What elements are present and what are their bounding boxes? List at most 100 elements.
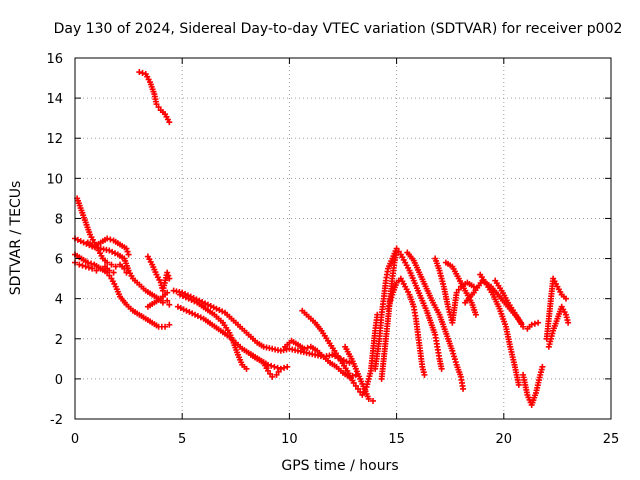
data-point xyxy=(450,350,457,357)
data-series xyxy=(543,275,569,342)
data-point xyxy=(281,364,288,371)
data-point xyxy=(562,295,569,302)
data-series xyxy=(520,363,546,408)
data-point xyxy=(97,265,104,272)
data-point xyxy=(164,289,171,296)
data-point xyxy=(267,370,274,377)
data-point xyxy=(108,261,115,268)
data-point xyxy=(355,385,362,392)
data-point xyxy=(164,297,171,304)
data-point xyxy=(79,262,86,269)
data-point xyxy=(269,373,276,380)
data-point xyxy=(76,261,83,268)
plot-frame xyxy=(74,57,612,420)
y-tick-label: 12 xyxy=(46,132,63,147)
data-point xyxy=(166,275,173,282)
grid-lines xyxy=(75,58,611,419)
data-point xyxy=(460,385,467,392)
data-point xyxy=(243,365,250,372)
data-point xyxy=(125,251,132,258)
y-tick-label: 14 xyxy=(46,92,63,107)
data-series xyxy=(72,251,173,330)
data-point xyxy=(124,248,131,255)
y-tick-label: 16 xyxy=(46,52,63,67)
x-tick-label: 5 xyxy=(178,432,186,447)
data-series xyxy=(136,69,173,126)
data-series xyxy=(372,245,445,372)
data-point xyxy=(346,359,353,366)
data-point xyxy=(449,347,456,354)
data-point xyxy=(162,323,169,330)
data-point xyxy=(89,265,96,272)
data-series xyxy=(144,253,173,294)
data-point xyxy=(520,323,527,330)
data-point xyxy=(110,269,117,276)
y-tick-label: 10 xyxy=(46,172,63,187)
data-series xyxy=(247,351,284,380)
x-tick-label: 15 xyxy=(388,432,405,447)
data-point xyxy=(451,353,458,360)
data-point xyxy=(136,69,143,76)
data-point xyxy=(565,319,572,326)
data-point xyxy=(123,245,130,252)
data-points xyxy=(72,69,572,408)
data-point xyxy=(166,119,173,126)
data-point xyxy=(166,321,173,328)
data-point xyxy=(515,381,522,388)
data-point xyxy=(271,363,278,370)
data-point xyxy=(470,283,477,290)
data-point xyxy=(370,397,377,404)
data-point xyxy=(139,70,146,77)
data-series xyxy=(492,277,524,326)
data-point xyxy=(365,395,372,402)
data-series xyxy=(378,249,400,382)
data-point xyxy=(539,363,546,370)
data-series xyxy=(177,291,250,372)
data-point xyxy=(517,319,524,326)
data-point xyxy=(438,365,445,372)
data-point xyxy=(155,104,162,111)
data-point xyxy=(88,260,95,267)
data-series xyxy=(545,303,572,350)
data-point xyxy=(535,319,542,326)
data-series xyxy=(342,343,377,404)
data-point xyxy=(106,267,113,274)
data-point xyxy=(106,272,113,279)
y-axis-label: SDTVAR / TECUs xyxy=(8,181,24,296)
data-point xyxy=(275,368,282,375)
data-point xyxy=(452,359,459,366)
data-point xyxy=(531,320,538,327)
axis-ticks: 0 5 10 15 20 25 -2 0 2 4 6 8 10 12 14 16 xyxy=(46,52,619,447)
data-point xyxy=(84,259,91,266)
data-point xyxy=(274,364,281,371)
data-series xyxy=(144,289,171,310)
data-point xyxy=(528,321,535,328)
data-point xyxy=(284,363,291,370)
data-point xyxy=(112,263,119,270)
y-tick-label: 8 xyxy=(55,212,63,227)
data-point xyxy=(104,259,111,266)
data-point xyxy=(165,272,172,279)
x-tick-label: 20 xyxy=(496,432,513,447)
data-point xyxy=(104,235,111,242)
data-point xyxy=(277,365,284,372)
x-tick-label: 10 xyxy=(281,432,298,447)
y-tick-label: 0 xyxy=(55,373,63,388)
data-point xyxy=(352,382,359,389)
y-tick-label: 6 xyxy=(55,253,63,268)
data-series xyxy=(84,235,132,258)
data-series xyxy=(299,307,381,398)
data-point xyxy=(304,344,311,351)
data-point xyxy=(453,289,460,296)
data-point xyxy=(421,371,428,378)
data-point xyxy=(85,264,92,271)
data-point xyxy=(451,356,458,363)
x-tick-label: 25 xyxy=(603,432,620,447)
chart-title: Day 130 of 2024, Sidereal Day-to-day VTE… xyxy=(54,21,623,37)
data-point xyxy=(268,362,275,369)
data-point xyxy=(350,379,357,386)
data-series xyxy=(404,249,467,392)
data-point xyxy=(82,263,89,270)
y-tick-label: 4 xyxy=(55,293,63,308)
